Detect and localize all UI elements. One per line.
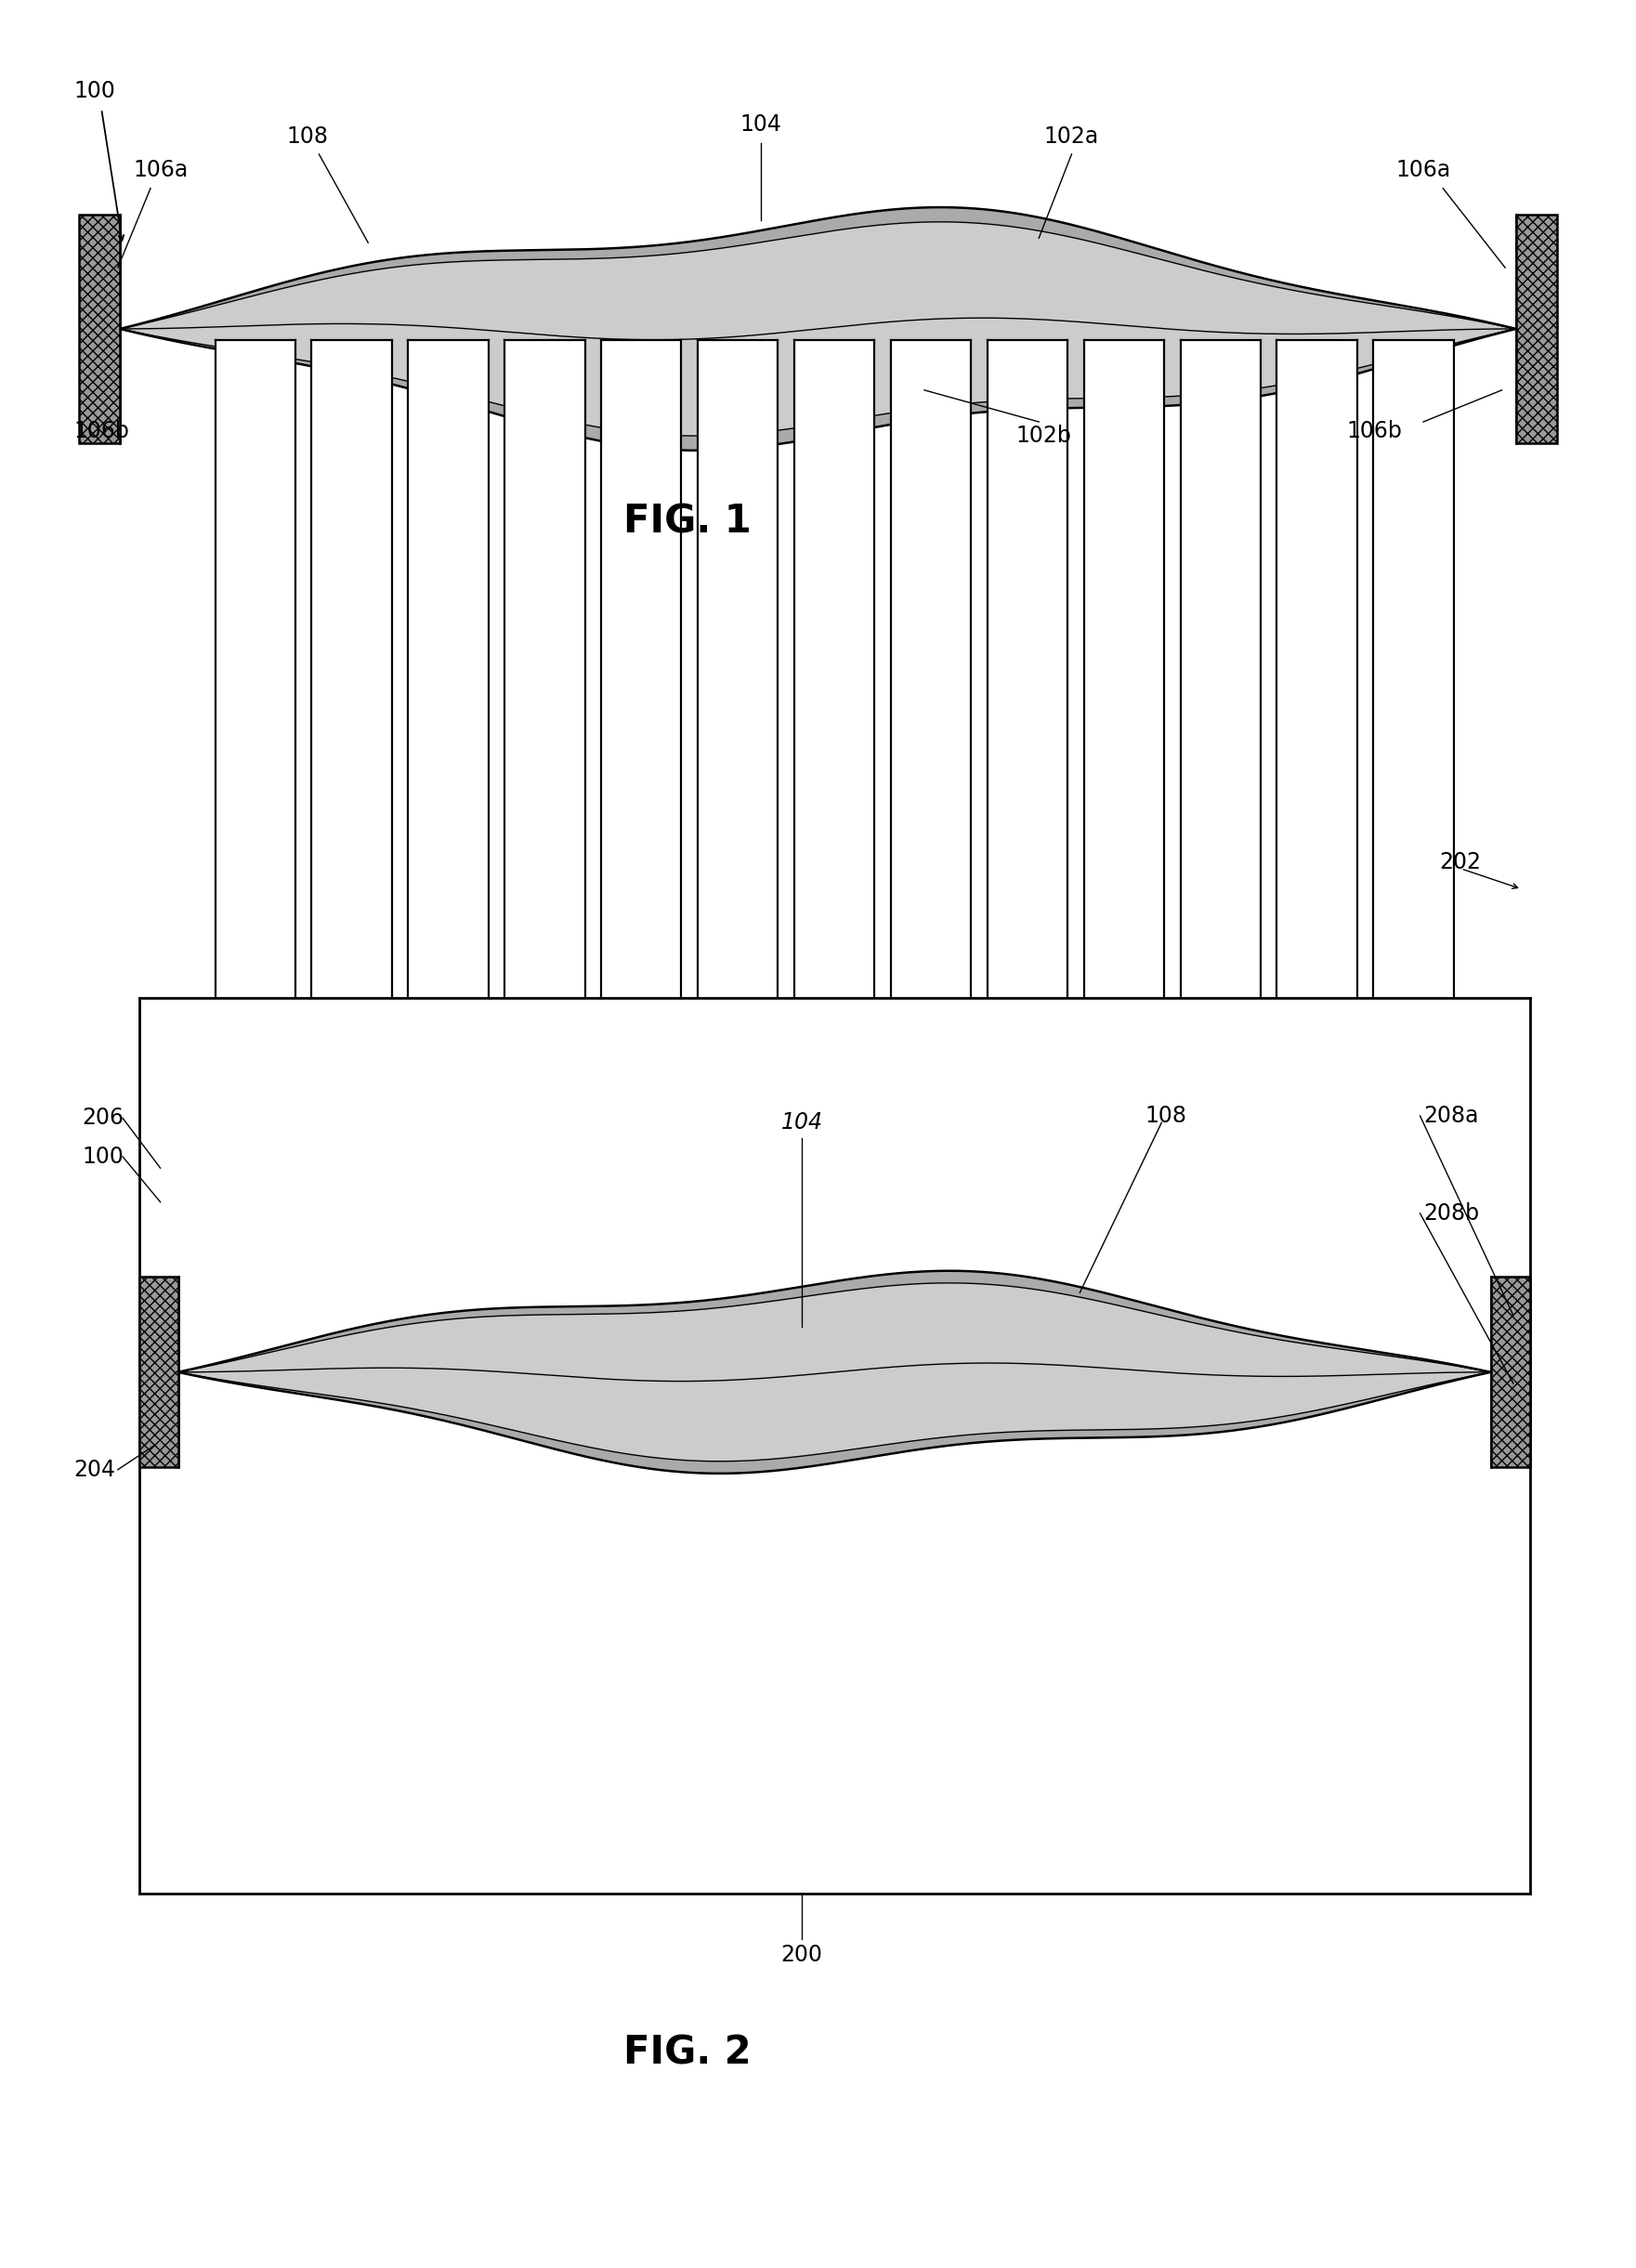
Polygon shape (119, 206, 1517, 329)
Polygon shape (79, 215, 119, 442)
Text: 106b: 106b (1346, 420, 1402, 442)
Text: 104: 104 (780, 1111, 823, 1134)
Text: 204: 204 (74, 1458, 116, 1481)
Text: 108: 108 (286, 125, 329, 147)
Polygon shape (312, 340, 393, 998)
Text: 104: 104 (739, 113, 782, 136)
Polygon shape (216, 340, 296, 998)
Polygon shape (178, 1270, 1490, 1372)
Text: 100: 100 (82, 1145, 123, 1168)
Polygon shape (1517, 215, 1557, 442)
Polygon shape (178, 1284, 1490, 1461)
Text: 208b: 208b (1423, 1202, 1479, 1225)
Text: 208a: 208a (1423, 1105, 1479, 1127)
Text: 100: 100 (74, 79, 115, 102)
Text: FIG. 1: FIG. 1 (623, 501, 751, 542)
Polygon shape (409, 340, 489, 998)
Text: 102b: 102b (1016, 424, 1072, 447)
Polygon shape (1490, 1277, 1530, 1467)
Text: FIG. 2: FIG. 2 (623, 2032, 751, 2073)
Polygon shape (1181, 340, 1261, 998)
Text: 106b: 106b (74, 420, 129, 442)
Polygon shape (1374, 340, 1454, 998)
Polygon shape (119, 222, 1517, 435)
Polygon shape (506, 340, 586, 998)
Text: 202: 202 (1440, 850, 1482, 873)
Polygon shape (1085, 340, 1165, 998)
Polygon shape (178, 1372, 1490, 1474)
Text: 106a: 106a (133, 159, 188, 181)
Text: 108: 108 (1145, 1105, 1188, 1127)
Polygon shape (139, 1277, 178, 1467)
Text: 200: 200 (780, 1944, 823, 1966)
Polygon shape (988, 340, 1068, 998)
Polygon shape (602, 340, 682, 998)
Text: 102a: 102a (1044, 125, 1099, 147)
Polygon shape (699, 340, 779, 998)
Text: 206: 206 (82, 1107, 124, 1129)
Text: 106a: 106a (1396, 159, 1451, 181)
Polygon shape (1278, 340, 1358, 998)
Polygon shape (795, 340, 875, 998)
Polygon shape (892, 340, 972, 998)
Polygon shape (119, 329, 1517, 451)
